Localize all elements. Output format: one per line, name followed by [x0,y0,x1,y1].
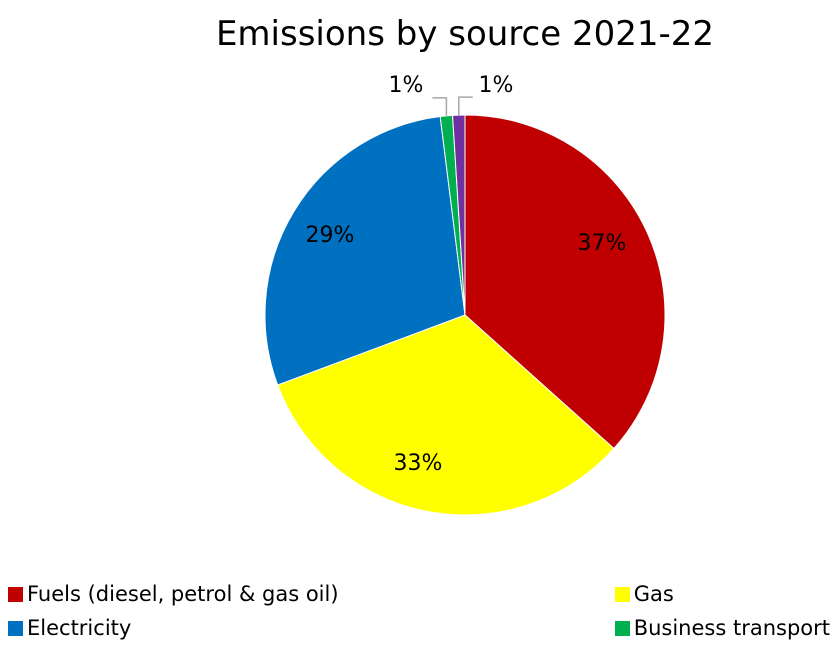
legend-item-electricity: Electricity [8,616,615,640]
chart-title: Emissions by source 2021-22 [216,14,714,54]
legend-swatch-fuels [8,586,23,602]
legend-swatch-electricity [8,620,23,636]
legend: Fuels (diesel, petrol & gas oil) Gas Ele… [8,582,830,640]
legend-swatch-gas [614,586,630,602]
legend-item-fuels: Fuels (diesel, petrol & gas oil) [8,582,615,606]
pie-slices [264,114,666,516]
slice-labels: 37% 33% 29% 1% 1% [306,73,627,476]
slice-other-leader-line [458,96,473,116]
leader-lines [432,96,473,116]
slice-other-label: 1% [479,73,514,98]
slice-electricity [264,115,466,386]
slice-electricity-label: 29% [306,223,355,248]
legend-label-fuels: Fuels (diesel, petrol & gas oil) [27,582,339,606]
slice-business-transport-leader-line [432,97,448,116]
legend-swatch-business-transport [614,620,630,636]
legend-label-gas: Gas [633,582,674,606]
slice-fuels [464,114,666,450]
legend-label-electricity: Electricity [27,616,132,640]
slice-gas [277,314,615,516]
legend-label-business-transport: Business transport [633,616,830,640]
slice-business-transport-label: 1% [389,73,424,98]
legend-item-gas: Gas [614,582,674,606]
slice-fuels-label: 37% [578,231,627,256]
slice-gas-label: 33% [394,451,443,476]
legend-item-business-transport: Business transport [614,616,830,640]
